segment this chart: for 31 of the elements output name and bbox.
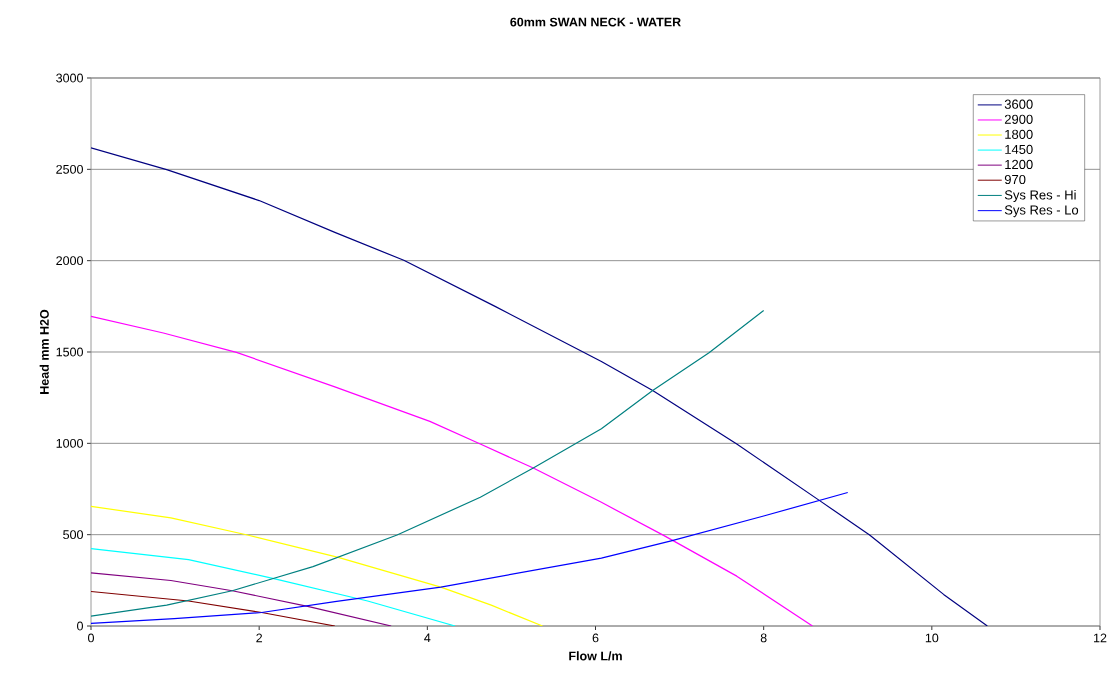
legend-label: 3600: [1004, 99, 1033, 109]
legend-label: Sys Res - Hi: [1004, 189, 1076, 203]
line-series: [91, 547, 456, 626]
y-tick-label: 0: [77, 621, 83, 631]
legend-label: 1800: [1005, 129, 1033, 139]
y-tick-label: 3000: [56, 73, 83, 83]
y-axis-title: Head mm H2O: [39, 309, 49, 394]
legend-label: 1200: [1005, 159, 1033, 170]
x-tick-label: 0: [88, 633, 94, 643]
line-series: [91, 505, 544, 626]
legend-label: Sys Res - Lo: [1004, 205, 1079, 218]
line-series: [91, 590, 336, 626]
y-tick-label: 2500: [56, 164, 83, 174]
legend-label: 2900: [1004, 114, 1033, 124]
y-tick-label: 2000: [56, 256, 83, 266]
x-tick-label: 2: [256, 633, 263, 643]
x-tick-label: 10: [925, 633, 939, 643]
x-tick-label: 12: [1094, 633, 1107, 643]
x-tick-label: 6: [592, 633, 599, 643]
x-tick-label: 8: [760, 633, 767, 643]
y-tick-label: 1500: [56, 347, 83, 357]
line-series: [91, 147, 988, 626]
legend-label: 1450: [1005, 144, 1033, 154]
legend-label: 970: [1004, 174, 1026, 185]
x-axis-title: Flow L/m: [569, 651, 622, 661]
y-tick-label: 1000: [56, 438, 83, 448]
line-series: [91, 572, 392, 626]
chart-title: 60mm SWAN NECK - WATER: [510, 17, 681, 27]
line-series: [91, 491, 849, 625]
x-tick-label: 4: [424, 633, 431, 643]
y-tick-label: 500: [63, 530, 83, 540]
